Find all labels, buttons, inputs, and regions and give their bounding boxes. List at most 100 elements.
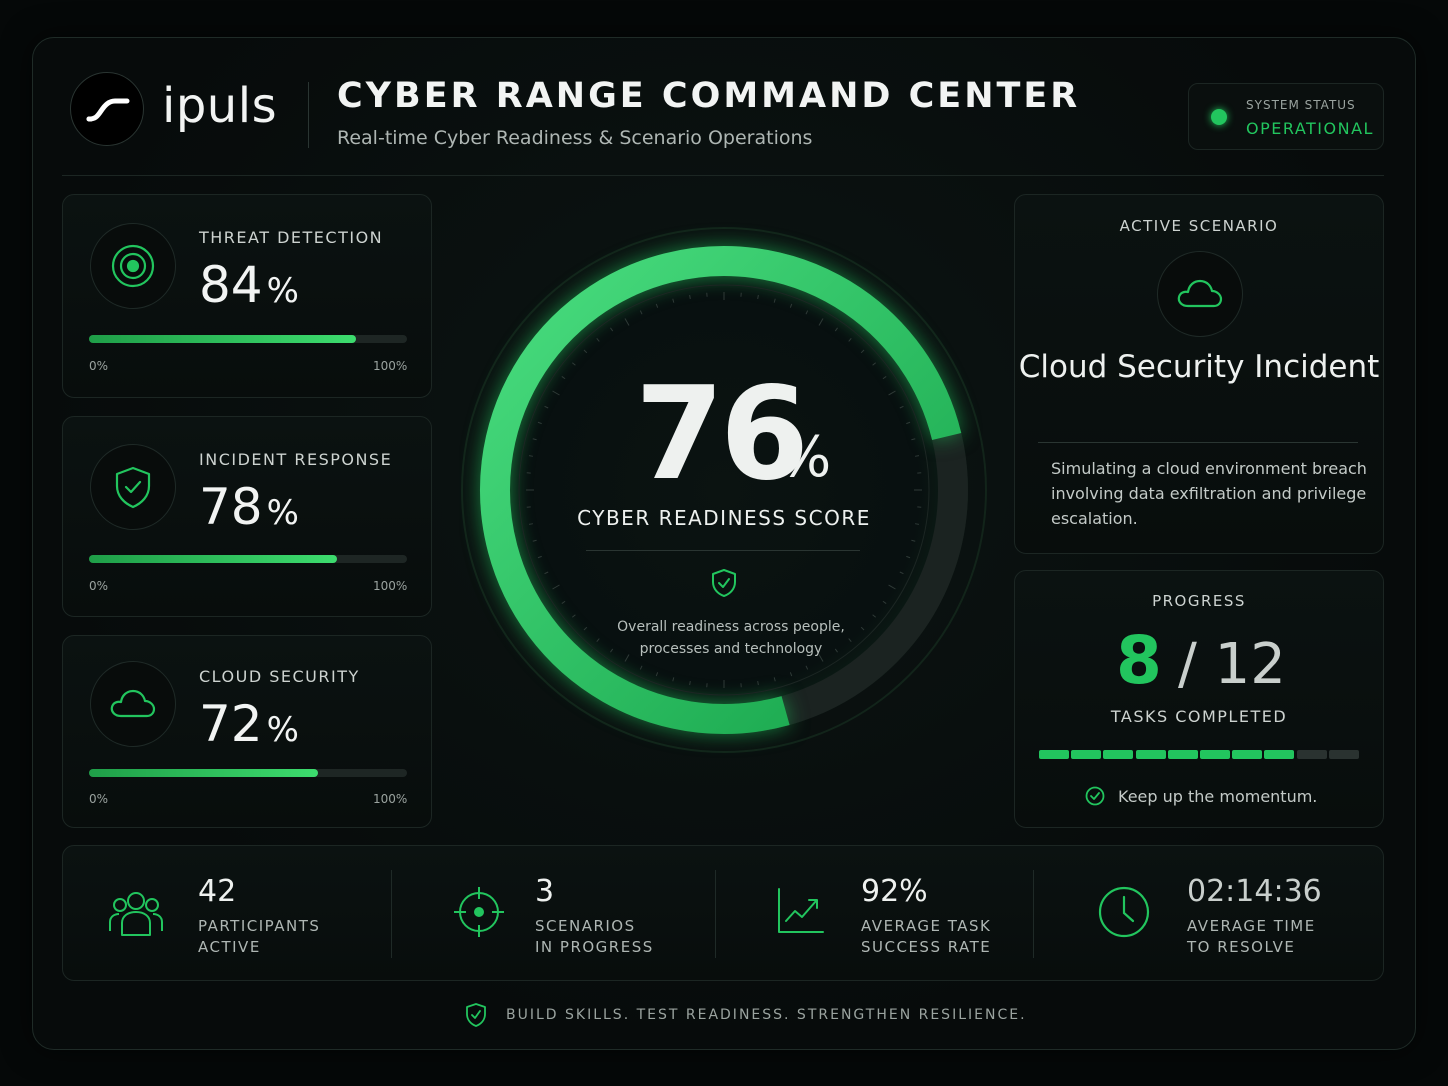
gauge-tick [872,362,876,366]
status-label: SYSTEM STATUS [1246,98,1356,112]
metric-progress-bar [89,555,407,563]
gauge-tick [848,638,852,642]
readiness-label: CYBER READINESS SCORE [577,506,871,530]
stat-value: 3 [535,874,555,909]
stat-label: AVERAGE TIME [1187,917,1316,935]
task-segment [1296,750,1327,759]
gauge-tick [610,327,614,332]
task-segment [1039,750,1069,759]
gauge-tick [911,438,916,441]
readiness-description: Overall readiness across people, process… [617,619,845,657]
stat-label: SUCCESS RATE [861,938,992,956]
stat-divider [715,870,716,958]
gauge-tick [528,523,534,525]
metric-value: 78% [199,478,299,536]
clock-icon [1097,885,1151,943]
stat-label: AVERAGE TASK [861,917,992,935]
stat-value: 42 [198,874,237,909]
gauge-tick [583,626,588,631]
metric-progress-bar [89,335,407,343]
gauge-tick [537,421,542,425]
gauge-tick [899,571,904,575]
gauge-tick [572,362,576,366]
gauge-tick [888,390,896,396]
gauge-tick [789,303,793,308]
task-segment [1328,750,1359,759]
gauge-tick [882,376,887,380]
progress-label: PROGRESS [1152,592,1246,610]
gauge-tick [848,338,852,342]
gauge-tick [899,405,904,409]
gauge-tick [596,338,600,342]
active-scenario-label: ACTIVE SCENARIO [1119,217,1279,235]
gauge-tick [689,294,691,300]
logo-icon [70,72,144,146]
shield-check-icon [710,568,738,602]
gauge-tick [834,648,838,653]
metric-label: THREAT DETECTION [199,228,384,247]
gauge-tick [655,672,659,677]
gauge-tick [561,376,566,380]
gauge-tick [911,539,916,542]
gauge-arc [480,246,962,734]
users-icon [106,887,166,943]
metric-value: 84% [199,256,299,314]
metric-label: INCIDENT RESPONSE [199,450,393,469]
gauge-tick [532,438,537,441]
gauge-tick [610,648,614,653]
gauge-tick [860,626,865,631]
task-segment [1167,750,1198,759]
gauge-tick [528,455,534,457]
task-segment [1200,750,1230,759]
gauge-tick [532,539,537,542]
tasks-completed-label: TASKS COMPLETED [1110,707,1288,726]
active-scenario-card[interactable] [1014,194,1384,554]
gauge-tick [906,555,911,559]
gauge-tick [537,555,542,559]
progress-note: Keep up the momentum. [1118,787,1318,806]
status-dot-icon [1211,109,1227,125]
gauge-tick [672,677,675,682]
bar-min-label: 0% [89,579,109,593]
scenario-description: Simulating a cloud environment breach in… [1051,459,1367,528]
stat-value: 02:14:36 [1187,874,1322,909]
bar-max-label: 100% [373,792,408,806]
gauge-tick [773,677,776,682]
metric-value: 72% [199,695,299,753]
readiness-divider [586,550,860,551]
gauge-tick [914,455,920,457]
tasks-total: / 12 [1178,632,1286,697]
target-icon [90,223,176,309]
stat-label: IN PROGRESS [535,938,654,956]
gauge-tick [544,571,549,575]
gauge-tick [872,614,876,618]
scenario-divider [1038,442,1358,443]
stat-divider [1033,870,1034,958]
bar-max-label: 100% [373,359,408,373]
cloud-icon [90,661,176,747]
scenario-title: Cloud Security Incident [1018,349,1380,385]
gauge-tick [552,390,560,396]
check-circle-icon [1085,786,1105,810]
stat-label: PARTICIPANTS [198,917,321,935]
stat-label: SCENARIOS [535,917,636,935]
shield-check-icon [465,1002,487,1032]
gauge-tick [805,310,809,315]
metric-progress-bar [89,769,407,777]
task-segment [1135,750,1166,759]
progress-card[interactable] [1014,570,1384,828]
task-segment [1103,750,1134,759]
gauge-tick [805,665,809,670]
stat-label: ACTIVE [198,938,261,956]
gauge-tick [757,294,759,300]
gauge-tick [655,303,659,308]
gauge-tick [834,327,838,332]
page-subtitle: Real-time Cyber Readiness & Scenario Ope… [337,127,813,149]
tasks-done: 8 [1116,622,1162,699]
stat-label: TO RESOLVE [1187,938,1296,956]
bar-min-label: 0% [89,359,109,373]
gauge-tick [639,310,643,315]
gauge-tick [552,584,560,590]
task-segment [1264,750,1295,759]
cloud-icon [1157,251,1243,337]
